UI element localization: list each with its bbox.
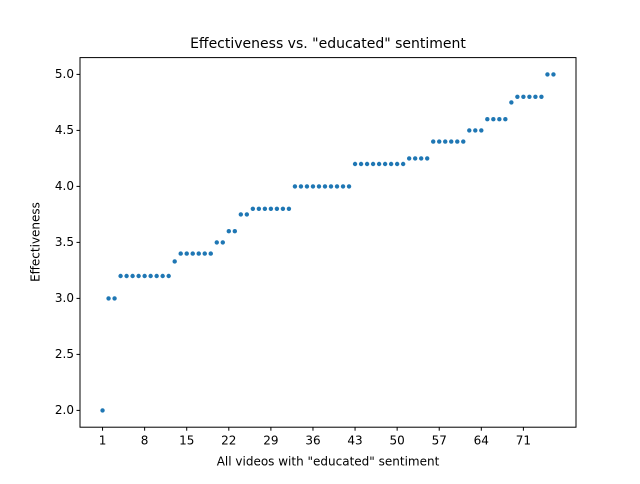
point [316, 184, 322, 189]
point [310, 184, 316, 189]
point [268, 206, 274, 211]
point [364, 161, 370, 167]
x-tick-label: 43 [347, 434, 362, 448]
point [418, 156, 424, 161]
point [280, 206, 286, 211]
x-axis-label: All videos with "educated" sentiment [217, 455, 440, 469]
point [142, 273, 147, 279]
x-tick-label: 57 [432, 434, 447, 448]
point [382, 161, 388, 167]
point [100, 408, 105, 413]
point [172, 259, 177, 264]
point [256, 206, 262, 211]
point [124, 273, 129, 279]
point [160, 273, 165, 279]
y-axis-label: Effectiveness [29, 202, 43, 282]
x-tick-label: 29 [263, 434, 278, 448]
point [196, 251, 201, 256]
point [479, 128, 484, 133]
point [232, 229, 238, 234]
point [449, 139, 454, 144]
point [473, 128, 478, 133]
point [443, 139, 448, 144]
y-tick-label: 4.0 [55, 179, 74, 193]
point [184, 251, 189, 256]
y-tick-label: 4.5 [55, 123, 74, 137]
point [202, 251, 207, 256]
y-tick-label: 3.5 [55, 235, 74, 249]
point [214, 240, 219, 245]
point [106, 296, 111, 301]
point [406, 156, 412, 161]
point [274, 206, 280, 211]
x-tick-label: 50 [389, 434, 404, 448]
point [491, 117, 496, 122]
point [226, 229, 231, 234]
x-tick-label: 8 [141, 434, 149, 448]
point [437, 139, 442, 144]
point [358, 161, 364, 167]
point [497, 117, 502, 122]
point [178, 251, 183, 256]
point [539, 94, 544, 100]
point [340, 184, 346, 189]
point [352, 161, 358, 167]
x-tick-label: 71 [516, 434, 531, 448]
point [461, 139, 466, 144]
point [130, 273, 135, 279]
point [485, 117, 490, 122]
point [292, 184, 298, 189]
point [298, 184, 304, 189]
point [515, 94, 520, 100]
point [286, 206, 292, 211]
point [250, 206, 256, 211]
point [551, 72, 556, 77]
point [400, 161, 406, 167]
point [412, 156, 418, 161]
point [112, 296, 117, 301]
x-tick-label: 15 [179, 434, 194, 448]
point [376, 161, 382, 167]
point [467, 128, 472, 133]
point [190, 251, 195, 256]
x-tick-label: 36 [305, 434, 320, 448]
x-tick-label: 22 [221, 434, 236, 448]
point [238, 212, 244, 217]
point [533, 94, 538, 100]
y-tick-label: 3.0 [55, 291, 74, 305]
point [346, 184, 352, 189]
point [431, 139, 436, 144]
x-tick-label: 64 [474, 434, 489, 448]
point [521, 94, 526, 100]
point [527, 94, 532, 100]
y-tick-label: 5.0 [55, 67, 74, 81]
point [455, 139, 460, 144]
chart-title: Effectiveness vs. "educated" sentiment [190, 36, 466, 52]
point [166, 273, 171, 279]
point [220, 240, 225, 245]
point [388, 161, 394, 167]
point [304, 184, 310, 189]
point [148, 273, 153, 279]
point [328, 184, 334, 189]
point [509, 100, 514, 105]
point [244, 212, 250, 217]
point [503, 117, 508, 122]
point [545, 72, 550, 77]
point [394, 161, 400, 167]
point [154, 273, 159, 279]
point [334, 184, 340, 189]
point [136, 273, 141, 279]
y-tick-label: 2.5 [55, 347, 74, 361]
x-tick-label: 1 [99, 434, 107, 448]
point [262, 206, 268, 211]
point [370, 161, 376, 167]
point [118, 273, 123, 279]
point [208, 251, 213, 256]
point [425, 156, 430, 161]
point [322, 184, 328, 189]
y-tick-label: 2.0 [55, 403, 74, 417]
plot-frame [79, 57, 577, 428]
